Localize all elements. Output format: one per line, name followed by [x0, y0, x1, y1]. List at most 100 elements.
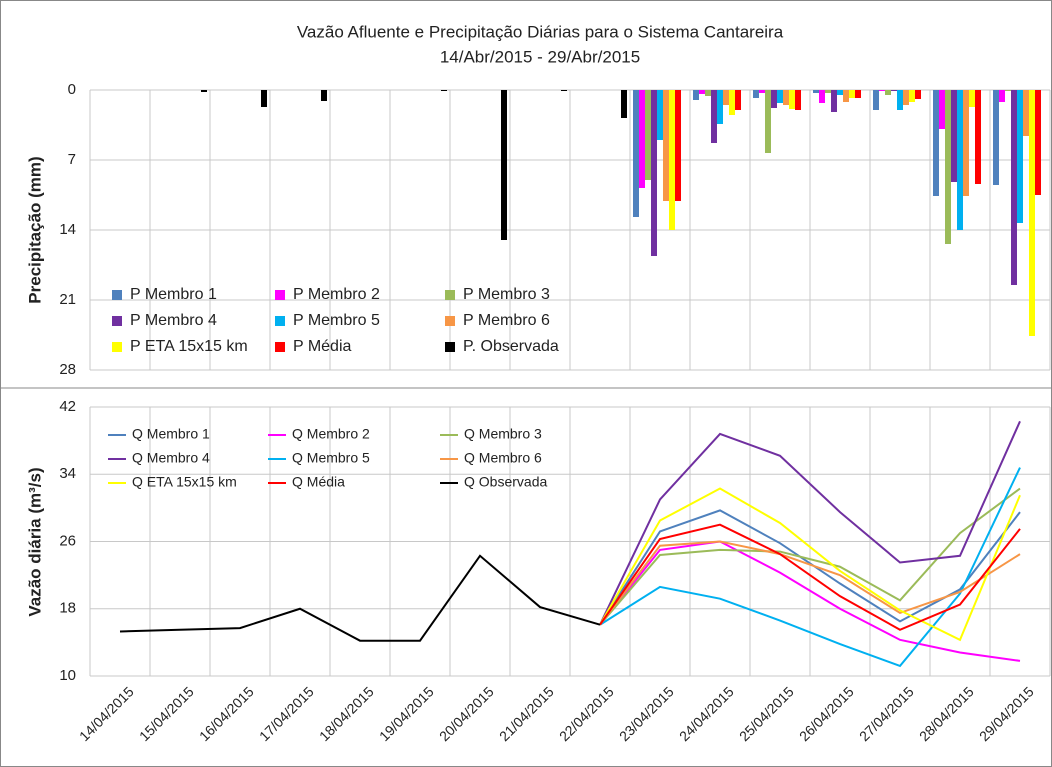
bar [633, 90, 639, 217]
y-tick-label: 34 [59, 465, 76, 482]
bar [945, 90, 951, 244]
legend-label: Q Membro 4 [132, 450, 210, 466]
bar [789, 90, 795, 109]
bar [849, 90, 855, 98]
bar [321, 90, 327, 101]
bar [261, 90, 267, 107]
legend-label: Q Membro 1 [132, 426, 210, 442]
legend-label: Q Observada [464, 474, 547, 490]
bar [795, 90, 801, 110]
bar [699, 90, 705, 94]
bar [753, 90, 759, 98]
bar [771, 90, 777, 108]
bar [561, 90, 567, 91]
y-tick-label: 28 [59, 361, 76, 378]
legend-swatch [112, 316, 122, 326]
y-tick-label: 21 [59, 291, 76, 308]
legend-label: P. Observada [463, 338, 559, 355]
bar [693, 90, 699, 100]
bar [825, 90, 831, 93]
legend-label: P Membro 5 [293, 312, 380, 329]
bar [1011, 90, 1017, 285]
chart-subtitle: 14/Abr/2015 - 29/Abr/2015 [440, 47, 640, 66]
legend-label: Q Média [292, 474, 345, 490]
legend-swatch [112, 342, 122, 352]
bar [963, 90, 969, 196]
bar [1029, 90, 1035, 336]
bar [993, 90, 999, 185]
bar [777, 90, 783, 103]
legend-label: Q Membro 5 [292, 450, 370, 466]
y-axis-label: Vazão diária (m³/s) [25, 467, 44, 616]
legend-label: P Membro 1 [130, 286, 217, 303]
bar [1017, 90, 1023, 223]
bar [933, 90, 939, 196]
y-tick-label: 0 [68, 81, 76, 98]
bar [891, 90, 897, 91]
bar [441, 90, 447, 91]
bar [735, 90, 741, 110]
line [599, 540, 1021, 626]
line [599, 487, 1021, 642]
legend-swatch [112, 290, 122, 300]
legend-label: P Membro 4 [130, 312, 217, 329]
bar [951, 90, 957, 182]
bar [657, 90, 663, 140]
bar [975, 90, 981, 184]
bar [645, 90, 651, 180]
legend-label: Q Membro 3 [464, 426, 542, 442]
bar [1005, 90, 1011, 91]
bar [897, 90, 903, 110]
legend-label: P Membro 3 [463, 286, 550, 303]
legend-label: Q Membro 6 [464, 450, 542, 466]
line [599, 420, 1021, 626]
bar [765, 90, 771, 153]
bar [651, 90, 657, 256]
bar [909, 90, 915, 102]
y-tick-label: 26 [59, 532, 76, 549]
bar [843, 90, 849, 102]
y-tick-label: 18 [59, 600, 76, 617]
legend-swatch [275, 290, 285, 300]
legend-swatch [445, 342, 455, 352]
bar [969, 90, 975, 107]
legend-label: P ETA 15x15 km [130, 338, 248, 355]
legend-label: P Média [293, 338, 352, 355]
bar [837, 90, 843, 95]
legend-swatch [275, 342, 285, 352]
legend-label: P Membro 2 [293, 286, 380, 303]
bar [873, 90, 879, 110]
bar [915, 90, 921, 99]
bar [879, 90, 885, 91]
bar [639, 90, 645, 188]
y-tick-label: 10 [59, 667, 76, 684]
bar [957, 90, 963, 230]
y-tick-label: 7 [68, 151, 76, 168]
y-axis-label: Precipitação (mm) [25, 156, 44, 303]
bar [1035, 90, 1041, 195]
bar [885, 90, 891, 95]
bar [675, 90, 681, 201]
line [599, 523, 1021, 631]
bar [729, 90, 735, 115]
chart-title: Vazão Afluente e Precipitação Diárias pa… [297, 22, 784, 41]
line [599, 467, 1021, 668]
bar [621, 90, 627, 118]
bar [759, 90, 765, 93]
bar [819, 90, 825, 103]
legend-swatch [445, 290, 455, 300]
legend-swatch [275, 316, 285, 326]
bar [501, 90, 507, 240]
legend-label: Q Membro 2 [292, 426, 370, 442]
legend-swatch [445, 316, 455, 326]
bar [939, 90, 945, 129]
bar [783, 90, 789, 105]
bar [1023, 90, 1029, 136]
line [119, 554, 601, 642]
bar [999, 90, 1005, 102]
legend-label: Q ETA 15x15 km [132, 474, 237, 490]
bar [813, 90, 819, 93]
bar [669, 90, 675, 230]
line [599, 487, 1021, 626]
